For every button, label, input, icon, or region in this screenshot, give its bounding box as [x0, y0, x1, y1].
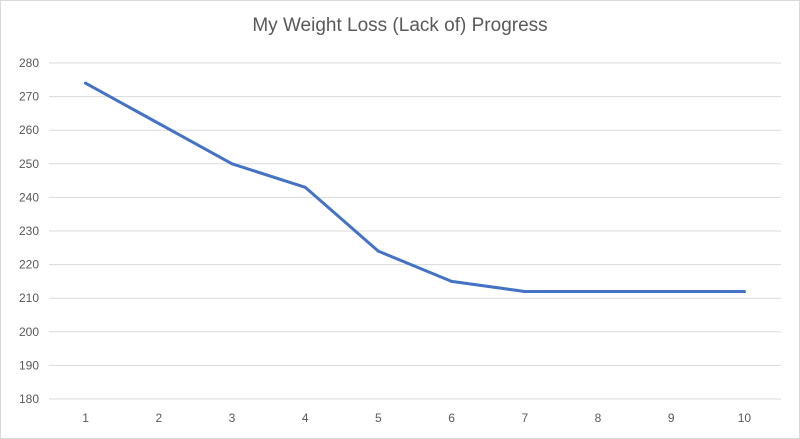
y-tick-label: 220 [19, 258, 39, 272]
x-tick-label: 9 [668, 411, 675, 425]
data-point [84, 81, 88, 85]
x-tick-label: 4 [302, 411, 309, 425]
data-point [450, 279, 454, 283]
x-tick-label: 6 [448, 411, 455, 425]
data-point [596, 289, 600, 293]
series-layer [84, 81, 746, 293]
y-tick-label: 230 [19, 224, 39, 238]
x-tick-label: 2 [155, 411, 162, 425]
x-tick-label: 1 [82, 411, 89, 425]
gridlines [49, 62, 781, 400]
chart-title: My Weight Loss (Lack of) Progress [252, 15, 548, 36]
x-tick-label: 8 [595, 411, 602, 425]
y-tick-label: 200 [19, 325, 39, 339]
x-axis-tick-labels: 1 2 3 4 5 6 7 8 9 10 [82, 411, 751, 425]
y-tick-label: 280 [19, 56, 39, 70]
y-tick-label: 180 [19, 392, 39, 406]
y-tick-label: 250 [19, 157, 39, 171]
x-tick-label: 3 [229, 411, 236, 425]
data-point [376, 249, 380, 253]
y-tick-label: 240 [19, 190, 39, 204]
data-point [742, 289, 746, 293]
y-axis-tick-labels: 180 190 200 210 220 230 240 250 260 270 280 [19, 56, 39, 406]
y-tick-label: 270 [19, 90, 39, 104]
y-tick-label: 210 [19, 291, 39, 305]
x-tick-label: 10 [738, 411, 752, 425]
y-tick-label: 190 [19, 358, 39, 372]
x-tick-label: 5 [375, 411, 382, 425]
data-point [157, 121, 161, 125]
series-line [84, 81, 746, 293]
y-tick-label: 260 [19, 123, 39, 137]
data-point [303, 185, 307, 189]
x-tick-label: 7 [521, 411, 528, 425]
data-point [230, 162, 234, 166]
data-point [523, 289, 527, 293]
data-point [669, 289, 673, 293]
